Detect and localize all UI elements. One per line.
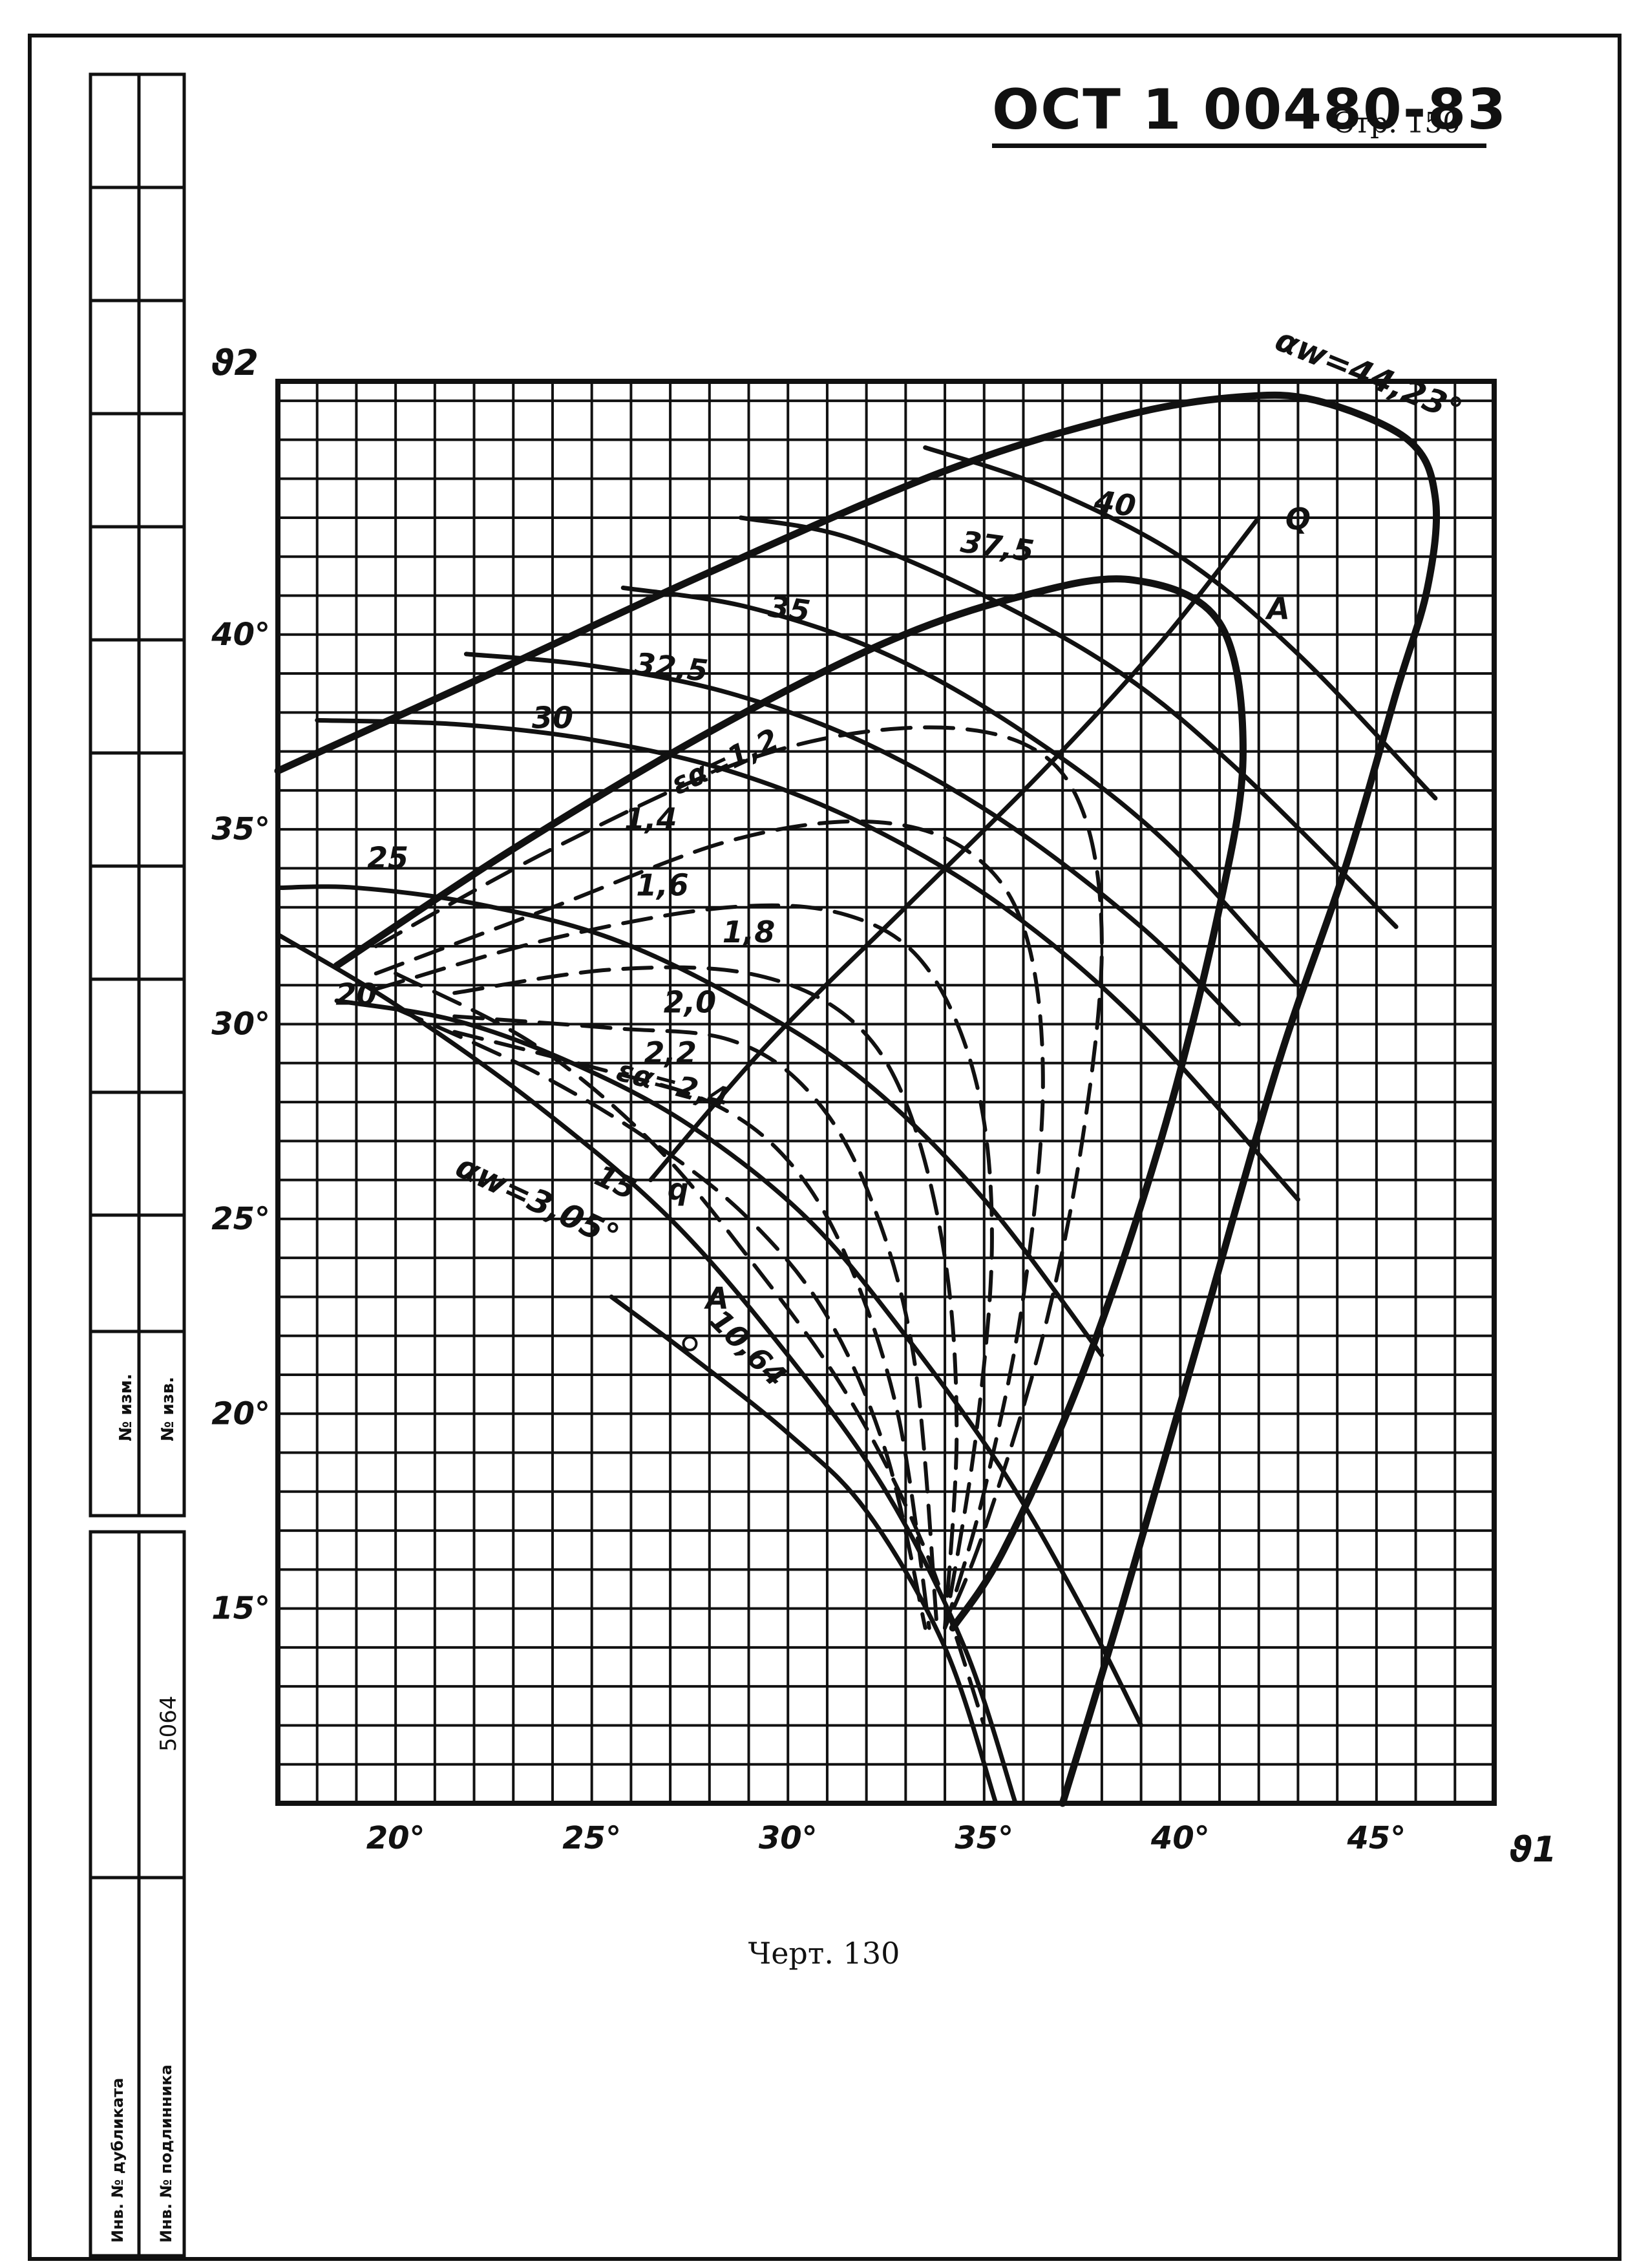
stamp-izv: № изв.	[158, 1377, 178, 1441]
document-number: ОСТ 1 00480-83	[992, 78, 1508, 142]
stamp-inv-value: 5064	[156, 1695, 182, 1752]
x-tick-label: 25°	[562, 1820, 621, 1856]
label-Q: Q	[1285, 502, 1311, 536]
y-tick-label: 25°	[211, 1201, 270, 1237]
series-line-12	[374, 725, 1104, 1630]
label-alpha-max: αw=44,23°	[1270, 321, 1467, 429]
figure-caption: Черт. 130	[748, 1936, 900, 1971]
label-A-upper: A	[1265, 591, 1290, 626]
point-marker	[682, 1335, 698, 1351]
x-axis-label: ϑ1	[1509, 1829, 1556, 1870]
label-30: 30	[532, 700, 573, 735]
label-eps-1-4: 1,4	[624, 801, 677, 836]
label-15: 15	[589, 1158, 642, 1207]
series-line-14	[374, 903, 994, 1630]
label-32-5: 32,5	[633, 646, 710, 688]
series-line-16	[452, 1014, 939, 1630]
stamp-podl-label: Инв. № подлинника	[157, 2064, 175, 2243]
stamp-dubl-label: Инв. № дубликата	[109, 2078, 127, 2243]
series-line-1	[738, 515, 1399, 929]
series-line-17	[452, 1030, 931, 1630]
series-line-0	[923, 445, 1438, 801]
series-line-11	[333, 575, 1247, 1632]
header-underline	[992, 143, 1486, 148]
y-tick-label: 30°	[211, 1006, 270, 1043]
series-line-10	[648, 515, 1262, 1183]
series-line-8	[609, 1294, 998, 1806]
y-tick-label: 20°	[211, 1395, 270, 1432]
series-line-4	[315, 717, 1300, 1202]
series-line-15	[452, 965, 959, 1630]
label-q: q	[668, 1172, 689, 1207]
tick-labels: 20° 25° 30° 35° 40° 45° 15° 20° 25° 30° 35° 40° ϑ1 ϑ2	[211, 343, 1556, 1870]
chart: 20° 25° 30° 35° 40° 45° 15° 20° 25° 30° 35° 40° ϑ1 ϑ2…	[211, 321, 1556, 1870]
page-label: Стр. 150	[1333, 107, 1461, 140]
x-tick-label: 45°	[1346, 1820, 1406, 1856]
side-stamp	[89, 72, 186, 2258]
stamp-izm: № изм.	[116, 1373, 136, 1441]
x-tick-label: 35°	[955, 1820, 1013, 1856]
series-line-19	[394, 971, 986, 1728]
label-20: 20	[335, 977, 377, 1012]
series-line-5	[275, 884, 1104, 1358]
label-25: 25	[367, 840, 408, 875]
y-tick-label: 15°	[211, 1591, 270, 1627]
y-tick-label: 40°	[211, 617, 270, 653]
series-line-2	[620, 585, 1300, 988]
x-tick-label: 20°	[366, 1820, 425, 1856]
label-eps-2-0: 2,0	[664, 984, 717, 1019]
series-line-18	[394, 1006, 927, 1630]
series-line-9	[274, 391, 1441, 1807]
label-eps-1-6: 1,6	[636, 868, 689, 903]
x-tick-label: 40°	[1150, 1820, 1210, 1856]
grid	[275, 379, 1497, 1806]
label-A-lower: A	[704, 1281, 729, 1316]
series-line-13	[374, 819, 1045, 1630]
plot-frame	[275, 379, 1497, 1806]
y-tick-label: 35°	[211, 811, 270, 847]
label-eps-2-2: 2,2	[644, 1035, 697, 1070]
label-alpha-min: αw=3,05°	[450, 1147, 625, 1255]
series-line-6	[334, 998, 1144, 1728]
label-40: 40	[1092, 483, 1138, 524]
label-35: 35	[766, 589, 812, 629]
page-frame	[28, 34, 1622, 2261]
y-axis-label: ϑ2	[211, 343, 259, 383]
curves	[274, 391, 1441, 1807]
label-eps-1-8: 1,8	[723, 915, 776, 949]
series-line-3	[463, 652, 1241, 1027]
x-tick-label: 30°	[759, 1820, 818, 1856]
